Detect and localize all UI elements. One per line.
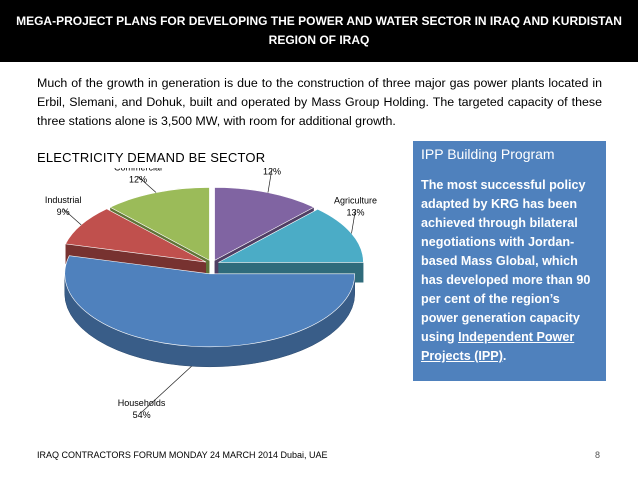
ipp-body-end: . [502,349,507,363]
slide-title-line-2: REGION OF IRAQ [268,33,370,47]
slice-label-households: Households [118,398,166,408]
footer-text: IRAQ CONTRACTORS FORUM MONDAY 24 MARCH 2… [37,450,328,460]
slice-value-agriculture: 13% [346,207,364,217]
ipp-info-box: IPP Building Program The most successful… [413,141,606,381]
slice-value-households: 54% [133,410,151,420]
leader-line-commercial [137,176,157,193]
ipp-link[interactable]: Independent Power Projects (IPP) [421,330,575,363]
page-number: 8 [595,450,601,460]
leader-line-industrial [62,208,82,226]
chart-title: ELECTRICITY DEMAND BE SECTOR [37,150,266,165]
slice-value-commercial: 12% [129,175,147,185]
slice-label-commercial: Commercial [114,168,162,173]
leader-line-households [141,365,192,413]
leader-line-agriculture [351,209,356,234]
pie-slice-households [64,255,356,368]
ipp-box-title: IPP Building Program [421,146,555,162]
slice-label-agriculture: Agriculture [334,195,377,205]
slice-value-industrial: 9% [57,207,70,217]
slice-value-governmental: 12% [263,168,281,177]
pie-chart: Governmental12%Agriculture13%Households5… [45,168,377,420]
ipp-body-text: The most successful policy adapted by KR… [421,178,591,344]
slide-title-line-1: MEGA-PROJECT PLANS FOR DEVELOPING THE PO… [16,14,622,28]
leader-line-governmental [267,168,273,193]
slide-header: MEGA-PROJECT PLANS FOR DEVELOPING THE PO… [0,0,638,62]
ipp-box-body: The most successful policy adapted by KR… [421,176,598,366]
intro-paragraph: Much of the growth in generation is due … [37,76,602,128]
slice-label-industrial: Industrial [45,195,82,205]
